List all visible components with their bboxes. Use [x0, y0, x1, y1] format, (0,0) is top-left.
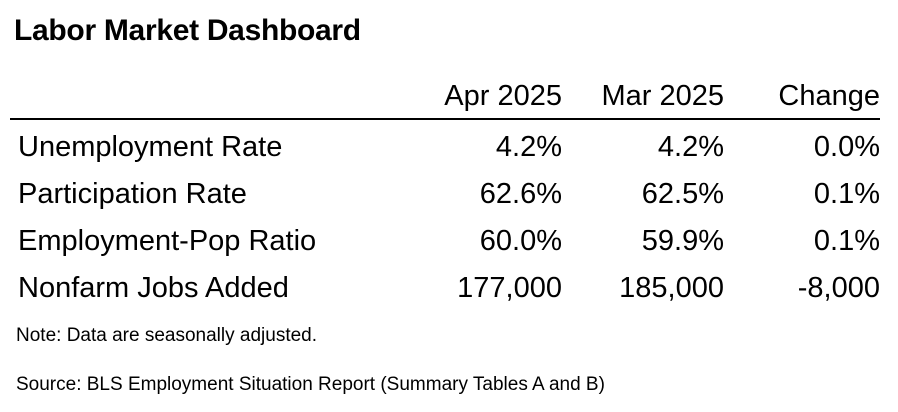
cell-change: 0.1%	[813, 178, 880, 210]
header-label	[10, 74, 410, 120]
table-row: Nonfarm Jobs Added 177,000 185,000 -8,00…	[10, 265, 880, 312]
cell-change: -8,000	[797, 272, 880, 304]
cell-mar: 59.9%	[641, 225, 724, 257]
cell-apr: 4.2%	[495, 131, 562, 163]
data-table: Apr 2025 Mar 2025 Change Unemployment Ra…	[10, 74, 880, 312]
cell-apr: 60.0%	[479, 225, 562, 257]
row-label: Employment-Pop Ratio	[18, 225, 317, 257]
header-change: Change	[724, 74, 880, 120]
cell-change: 0.0%	[813, 131, 880, 163]
cell-mar: 185,000	[619, 272, 724, 304]
footnote: Note: Data are seasonally adjusted.	[16, 325, 318, 346]
table-row: Unemployment Rate 4.2% 4.2% 0.0%	[10, 119, 880, 171]
cell-apr: 177,000	[457, 272, 562, 304]
cell-mar: 62.5%	[641, 178, 724, 210]
source-note: Source: BLS Employment Situation Report …	[16, 374, 605, 395]
header-row: Apr 2025 Mar 2025 Change	[10, 74, 880, 120]
row-label: Unemployment Rate	[18, 131, 283, 163]
table-row: Participation Rate 62.6% 62.5% 0.1%	[10, 171, 880, 218]
row-label: Nonfarm Jobs Added	[18, 272, 289, 304]
page-title: Labor Market Dashboard	[14, 14, 361, 47]
header-apr-2025: Apr 2025	[410, 74, 562, 120]
cell-mar: 4.2%	[657, 131, 724, 163]
cell-change: 0.1%	[813, 225, 880, 257]
table-row: Employment-Pop Ratio 60.0% 59.9% 0.1%	[10, 218, 880, 265]
row-label: Participation Rate	[18, 178, 247, 210]
cell-apr: 62.6%	[479, 178, 562, 210]
header-mar-2025: Mar 2025	[562, 74, 724, 120]
